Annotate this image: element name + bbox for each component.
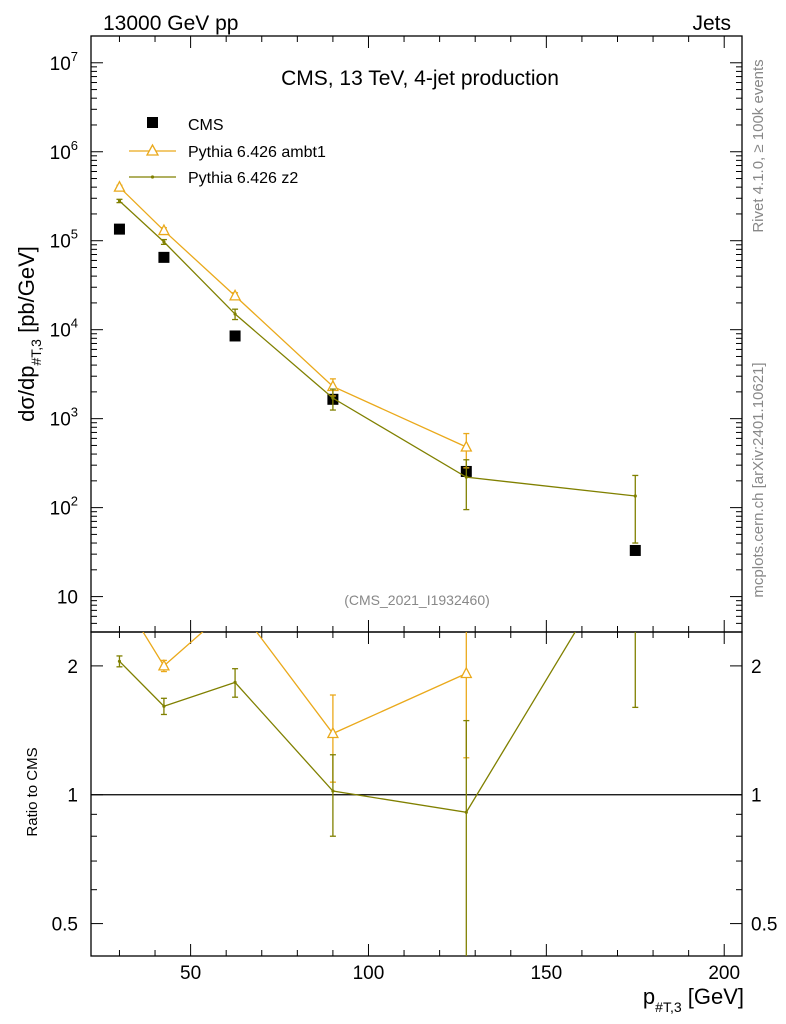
series-line-z2: [119, 200, 636, 497]
ratio-marker-z2: [233, 680, 237, 685]
ratio-marker-ambt1: [157, 658, 171, 671]
series-line-ambt1: [119, 186, 467, 448]
y-tick-label-base: 10: [57, 588, 78, 609]
y-tick-label-base: 10: [50, 54, 71, 75]
y-axis-label: dσ/dp#T,3 [pb/GeV]: [14, 246, 44, 422]
axis-ticks: [91, 35, 742, 956]
y-tick-label: 106: [50, 138, 78, 164]
legend-ambt1-label: Pythia 6.426 ambt1: [188, 144, 326, 161]
y-tick-label-exponent: 2: [71, 494, 78, 509]
ratio-marker-ambt1: [460, 666, 473, 679]
data-point-cms: [629, 544, 641, 556]
data-point-cms: [158, 251, 170, 263]
y-tick-label: 103: [50, 405, 78, 431]
legend-cms-label: CMS: [188, 117, 224, 134]
x-tick-label: 50: [180, 963, 201, 984]
y-tick-label-base: 10: [50, 410, 71, 431]
chart-title: CMS, 13 TeV, 4-jet production: [281, 67, 559, 90]
legend-cms-marker: [147, 117, 158, 128]
series-marker-z2: [464, 475, 468, 479]
y-tick-label: 104: [50, 316, 78, 342]
ratio-line-ambt1: [142, 632, 467, 735]
y-tick-label-base: 10: [50, 232, 71, 253]
series-marker-ambt1: [113, 180, 126, 192]
x-axis-label-sub: #T,3: [655, 999, 682, 1015]
x-tick-label: 100: [353, 963, 385, 984]
x-axis-label-main: p: [643, 984, 655, 1009]
legend-z2-label: Pythia 6.426 z2: [188, 170, 298, 187]
series-marker-z2: [162, 240, 166, 244]
y-tick-label-exponent: 7: [71, 49, 78, 64]
y-axis-label-sub: #T,3: [28, 339, 44, 366]
ratio-tick-label-right: 1: [751, 786, 762, 807]
y-tick-label-base: 10: [50, 321, 71, 342]
ratio-series: [91, 588, 742, 956]
y-axis-label-unit: [pb/GeV]: [14, 246, 39, 333]
y-tick-label-base: 10: [50, 499, 71, 520]
series-marker-z2: [331, 396, 335, 400]
series-marker-ambt1: [460, 440, 473, 452]
y-tick-label: 102: [50, 494, 78, 520]
x-axis-label-unit: [GeV]: [688, 984, 744, 1009]
ratio-marker-z2: [117, 659, 122, 663]
ratio-marker-ambt1: [230, 598, 240, 608]
y-tick-label: 105: [50, 227, 78, 253]
series-marker-z2: [633, 494, 637, 498]
x-tick-label: 150: [530, 963, 562, 984]
y-tick-label-base: 10: [50, 143, 71, 164]
y-tick-label: 10: [57, 588, 78, 609]
y-axis-label-main: dσ/dp: [14, 366, 39, 422]
legend: CMS Pythia 6.426 ambt1 Pythia 6.426 z2: [129, 117, 326, 187]
ratio-marker-ambt1: [114, 588, 124, 598]
ratio-plot-frame: [90, 631, 743, 957]
ratio-tick-label-left: 1: [67, 786, 78, 807]
series-marker-ambt1: [157, 223, 171, 236]
ratio-tick-label-right: 0.5: [751, 915, 777, 936]
header-right-label: Jets: [692, 12, 731, 35]
ratio-marker-z2: [464, 810, 468, 814]
ratio-marker-z2: [162, 704, 166, 708]
ratio-y-axis-label: Ratio to CMS: [24, 747, 41, 836]
y-tick-label-exponent: 4: [71, 316, 78, 331]
series-marker-z2: [117, 199, 122, 203]
legend-z2-marker: [150, 175, 155, 179]
analysis-id-label: (CMS_2021_I1932460): [344, 592, 490, 608]
ratio-tick-label-left: 0.5: [52, 915, 78, 936]
legend-ambt1-marker: [145, 143, 160, 156]
rivet-version-label: Rivet 4.1.0, ≥ 100k events: [750, 59, 767, 232]
header-left-label: 13000 GeV pp: [103, 12, 238, 35]
data-point-cms: [229, 330, 241, 342]
ratio-marker-z2: [331, 789, 335, 793]
y-tick-label: 107: [50, 49, 78, 75]
y-tick-label-exponent: 6: [71, 138, 78, 153]
x-tick-label: 200: [708, 963, 740, 984]
y-tick-label-exponent: 5: [71, 227, 78, 242]
ratio-tick-label-left: 2: [67, 657, 78, 678]
series-marker-z2: [233, 312, 237, 316]
data-point-cms: [113, 223, 125, 235]
mcplots-label: mcplots.cern.ch [arXiv:2401.10621]: [750, 362, 767, 597]
series-marker-ambt1: [228, 288, 242, 301]
x-axis-label: p#T,3 [GeV]: [643, 984, 744, 1015]
ratio-tick-label-right: 2: [751, 657, 762, 678]
main-series: [113, 180, 641, 556]
ratio-marker-ambt1: [326, 726, 339, 739]
ratio-line-z2: [118, 632, 576, 813]
y-tick-label-exponent: 3: [71, 405, 78, 420]
